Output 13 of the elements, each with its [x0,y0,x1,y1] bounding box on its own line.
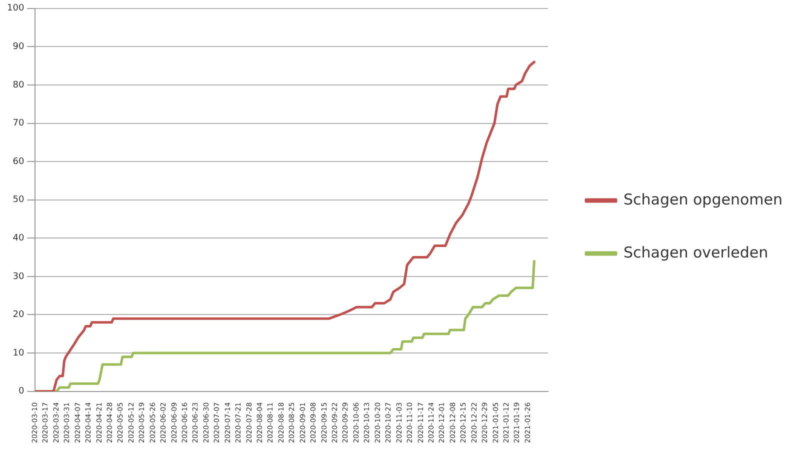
y-tick-label: 100 [6,4,24,14]
y-tick-label: 90 [12,42,24,52]
y-tick-label: 40 [12,233,24,244]
y-tick-label: 60 [12,156,24,167]
y-tick-label: 70 [12,118,24,129]
y-tick-label: 50 [12,195,24,206]
y-tick-label: 0 [18,386,24,397]
legend-label: Schagen opgenomen [624,190,782,208]
y-tick-label: 10 [12,348,24,358]
legend-label: Schagen overleden [624,243,768,262]
y-tick-label: 20 [12,310,24,320]
y-tick-label: 30 [12,272,24,282]
y-tick-label: 80 [12,80,24,90]
